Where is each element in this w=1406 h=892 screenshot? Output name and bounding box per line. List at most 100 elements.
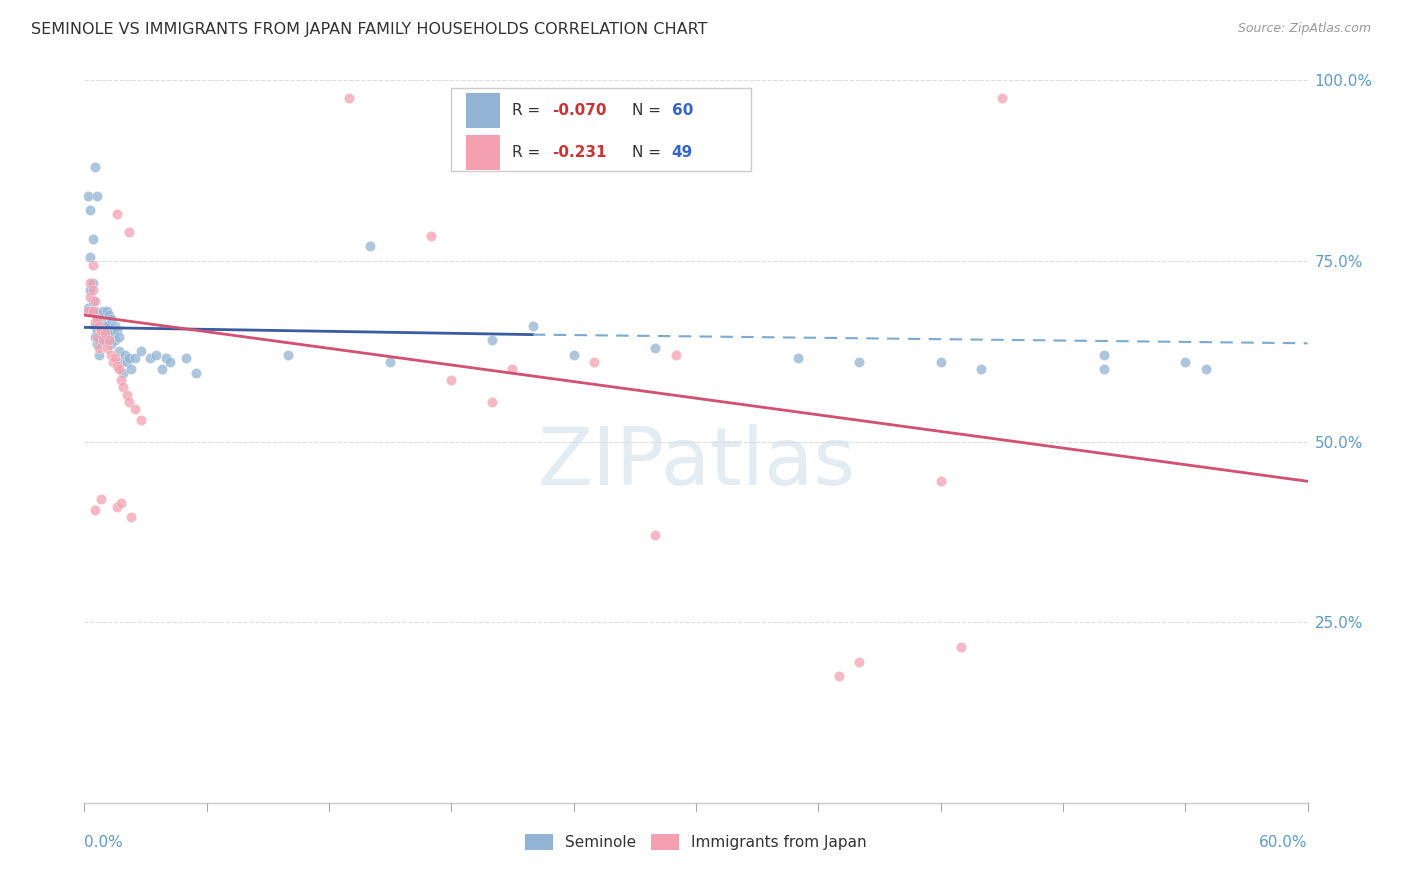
FancyBboxPatch shape	[465, 135, 501, 169]
Point	[104, 334, 127, 348]
Point	[91, 334, 114, 348]
Text: -0.231: -0.231	[551, 145, 606, 160]
Point	[87, 308, 110, 322]
Point	[110, 496, 132, 510]
Point	[502, 362, 524, 376]
Point	[86, 318, 108, 333]
Point	[83, 315, 105, 329]
Point	[644, 341, 666, 355]
Point	[145, 348, 167, 362]
Point	[82, 283, 104, 297]
Point	[155, 351, 177, 366]
Point	[86, 322, 108, 336]
Point	[481, 394, 503, 409]
Text: R =: R =	[513, 145, 551, 160]
Point	[90, 322, 112, 336]
Point	[96, 318, 118, 333]
Point	[1195, 362, 1218, 376]
Point	[104, 351, 127, 366]
Point	[100, 348, 122, 362]
Point	[562, 348, 585, 362]
Point	[91, 322, 114, 336]
Point	[120, 362, 142, 376]
Point	[79, 283, 101, 297]
Point	[93, 334, 115, 348]
Point	[118, 351, 141, 366]
Point	[108, 330, 131, 344]
Point	[848, 655, 870, 669]
Point	[150, 362, 173, 376]
Point	[848, 355, 870, 369]
Point	[115, 355, 138, 369]
Point	[77, 301, 100, 315]
Text: N =: N =	[633, 103, 666, 119]
Point	[87, 341, 110, 355]
Point	[83, 318, 105, 333]
Point	[440, 373, 463, 387]
Point	[96, 341, 118, 355]
Text: SEMINOLE VS IMMIGRANTS FROM JAPAN FAMILY HOUSEHOLDS CORRELATION CHART: SEMINOLE VS IMMIGRANTS FROM JAPAN FAMILY…	[31, 22, 707, 37]
Point	[90, 326, 112, 340]
Text: 49: 49	[672, 145, 693, 160]
FancyBboxPatch shape	[465, 94, 501, 128]
Point	[665, 348, 688, 362]
Point	[90, 311, 112, 326]
Point	[101, 355, 124, 369]
Point	[105, 322, 128, 336]
Point	[644, 528, 666, 542]
Point	[991, 91, 1014, 105]
Point	[583, 355, 606, 369]
Point	[380, 355, 402, 369]
Point	[522, 318, 544, 333]
Point	[131, 413, 153, 427]
Point	[105, 359, 128, 373]
Point	[950, 640, 973, 655]
Point	[77, 304, 100, 318]
Point	[124, 402, 146, 417]
Point	[79, 276, 101, 290]
Point	[93, 326, 115, 340]
Point	[87, 318, 110, 333]
Point	[83, 330, 105, 344]
Point	[115, 387, 138, 401]
Point	[96, 304, 118, 318]
Point	[100, 337, 122, 351]
Text: -0.070: -0.070	[551, 103, 606, 119]
Text: R =: R =	[513, 103, 546, 119]
Point	[174, 351, 197, 366]
Point	[101, 326, 124, 340]
Point	[83, 160, 105, 174]
Point	[105, 500, 128, 514]
Point	[186, 366, 208, 380]
Point	[929, 475, 952, 489]
Point	[87, 334, 110, 348]
Point	[97, 334, 120, 348]
Point	[120, 510, 142, 524]
Point	[159, 355, 181, 369]
Point	[82, 304, 104, 318]
Y-axis label: Family Households: Family Households	[0, 370, 7, 513]
Point	[86, 189, 108, 203]
Point	[970, 362, 993, 376]
Text: Source: ZipAtlas.com: Source: ZipAtlas.com	[1237, 22, 1371, 36]
Point	[86, 330, 108, 344]
Point	[138, 351, 160, 366]
Point	[91, 304, 114, 318]
Point	[100, 311, 122, 326]
Point	[118, 225, 141, 239]
Point	[110, 373, 132, 387]
Text: 60: 60	[672, 103, 693, 119]
Point	[93, 318, 115, 333]
Point	[114, 348, 136, 362]
Point	[90, 492, 112, 507]
Point	[277, 348, 299, 362]
FancyBboxPatch shape	[451, 87, 751, 170]
Text: 60.0%: 60.0%	[1260, 835, 1308, 850]
Point	[1174, 355, 1197, 369]
Point	[83, 293, 105, 308]
Point	[82, 232, 104, 246]
Point	[104, 318, 127, 333]
Point	[83, 503, 105, 517]
Point	[82, 276, 104, 290]
Point	[97, 326, 120, 340]
